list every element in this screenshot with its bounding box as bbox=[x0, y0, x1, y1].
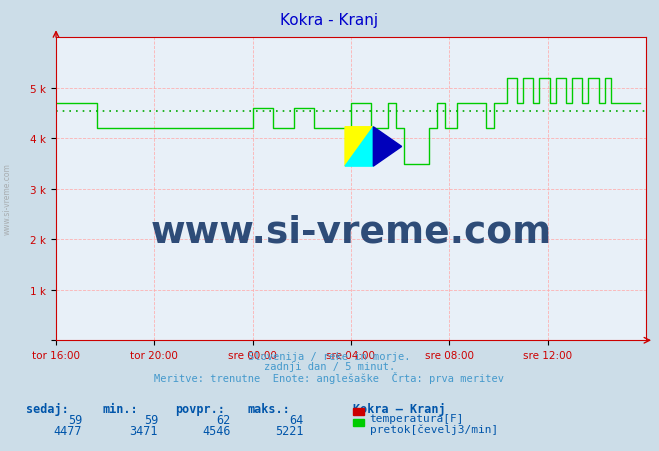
Text: Kokra - Kranj: Kokra - Kranj bbox=[281, 13, 378, 28]
Text: 59: 59 bbox=[68, 413, 82, 426]
Text: Kokra – Kranj: Kokra – Kranj bbox=[353, 402, 445, 415]
Polygon shape bbox=[374, 128, 401, 167]
Text: www.si-vreme.com: www.si-vreme.com bbox=[3, 162, 12, 235]
Text: 64: 64 bbox=[289, 413, 303, 426]
Text: povpr.:: povpr.: bbox=[175, 402, 225, 415]
Text: temperatura[F]: temperatura[F] bbox=[370, 413, 464, 423]
Text: Meritve: trenutne  Enote: anglešaške  Črta: prva meritev: Meritve: trenutne Enote: anglešaške Črta… bbox=[154, 371, 505, 383]
Polygon shape bbox=[345, 128, 374, 167]
Text: 4477: 4477 bbox=[54, 424, 82, 437]
Text: www.si-vreme.com: www.si-vreme.com bbox=[150, 214, 552, 250]
Text: zadnji dan / 5 minut.: zadnji dan / 5 minut. bbox=[264, 361, 395, 371]
Text: sedaj:: sedaj: bbox=[26, 402, 69, 415]
Text: Slovenija / reke in morje.: Slovenija / reke in morje. bbox=[248, 351, 411, 361]
Text: maks.:: maks.: bbox=[247, 402, 290, 415]
Text: 3471: 3471 bbox=[130, 424, 158, 437]
Text: 62: 62 bbox=[216, 413, 231, 426]
Text: 4546: 4546 bbox=[202, 424, 231, 437]
Text: pretok[čevelj3/min]: pretok[čevelj3/min] bbox=[370, 424, 498, 434]
Polygon shape bbox=[345, 128, 374, 167]
Text: min.:: min.: bbox=[102, 402, 138, 415]
Text: 5221: 5221 bbox=[275, 424, 303, 437]
Text: 59: 59 bbox=[144, 413, 158, 426]
